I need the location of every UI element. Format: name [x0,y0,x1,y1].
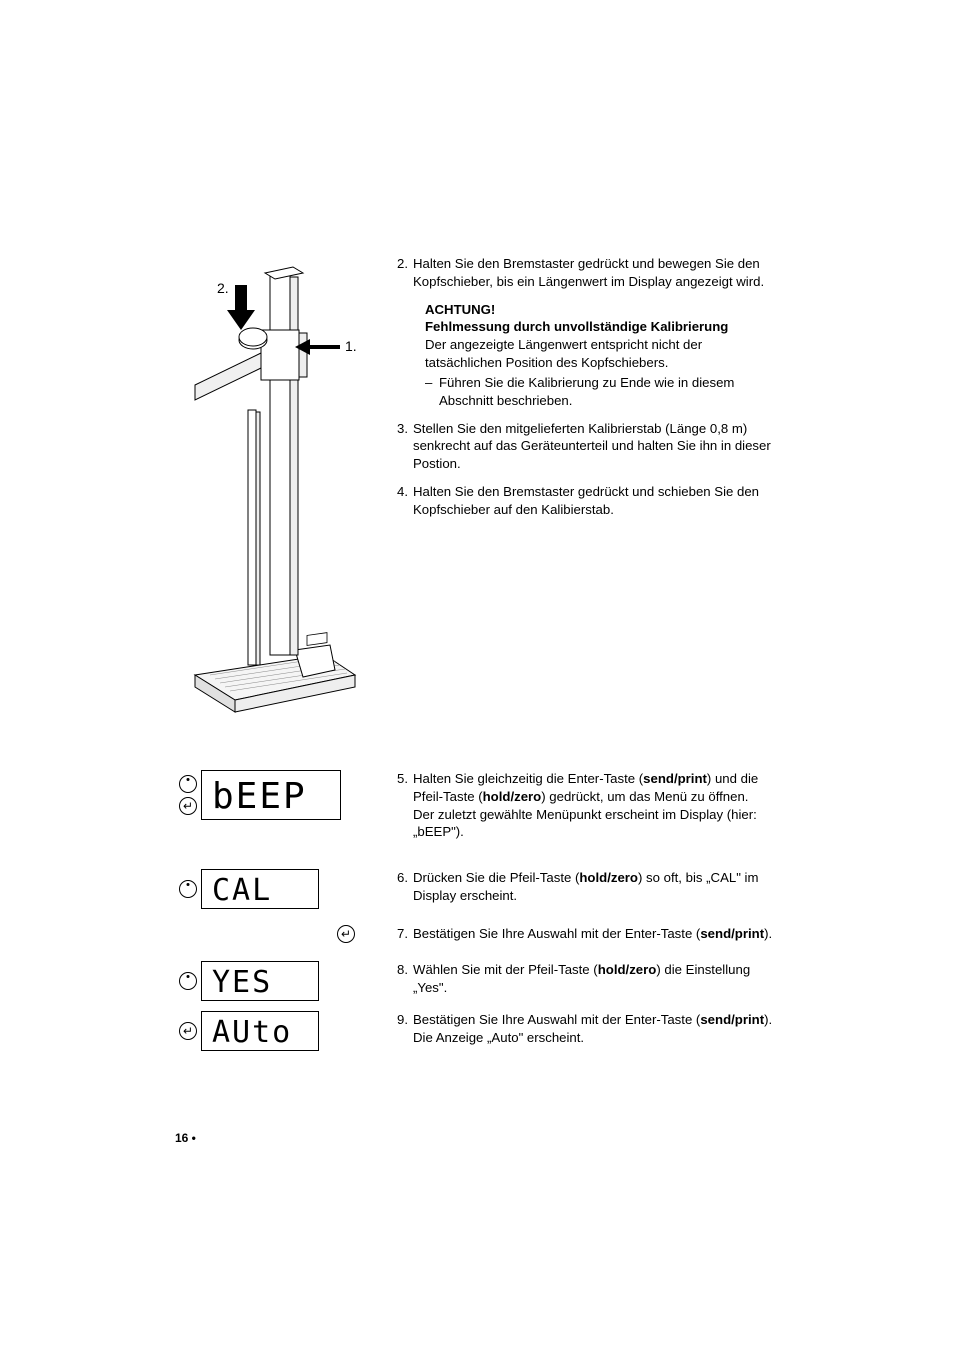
step-text: Drücken Sie die Pfeil-Taste (hold/zero) … [413,869,780,905]
lcd-display: AUto [201,1011,319,1051]
step-text: Stellen Sie den mitgelieferten Kalibrier… [413,420,780,473]
lcd-display: CAL [201,869,319,909]
t: send/print [700,1012,764,1027]
illustration-label-2: 2. [217,280,229,296]
step-number: 9. [395,1011,413,1047]
step-8: 8. Wählen Sie mit der Pfeil-Taste (hold/… [395,961,780,997]
lcd-col: YES [175,961,375,1007]
step-text: Bestätigen Sie Ihre Auswahl mit der Ente… [413,925,780,943]
lcd-text: CAL [212,873,272,908]
warning-subtitle: Fehlmessung durch unvollständige Kalibri… [425,318,780,336]
lcd-yes-row: YES [175,961,375,1001]
step-number: 3. [395,420,413,473]
step-number: 6. [395,869,413,905]
step-number: 7. [395,925,413,943]
arrow-key-icon [179,880,197,898]
row-cal: CAL 6. Drücken Sie die Pfeil-Taste (hold… [175,869,780,915]
spacer [175,915,780,925]
step-5: 5. Halten Sie gleichzeitig die Enter-Tas… [395,770,780,841]
t: Wählen Sie mit der Pfeil-Taste ( [413,962,598,977]
step-number: 8. [395,961,413,997]
step-text: Wählen Sie mit der Pfeil-Taste (hold/zer… [413,961,780,997]
t: Bestätigen Sie Ihre Auswahl mit der Ente… [413,926,700,941]
spacer [175,953,780,961]
enter-key-icon [179,1022,197,1040]
t: Bestätigen Sie Ihre Auswahl mit der Ente… [413,1012,700,1027]
top-section: 2. 1. 2. Halten Sie den Bremstaster gedr… [175,255,780,730]
warning-body: Der angezeigte Längenwert entspricht nic… [425,336,780,372]
step-5-col: 5. Halten Sie gleichzeitig die Enter-Tas… [395,770,780,851]
page-number: 16 • [175,1131,196,1145]
step-text: Halten Sie den Bremstaster gedrückt und … [413,255,780,291]
step-6-col: 6. Drücken Sie die Pfeil-Taste (hold/zer… [395,869,780,915]
step-4: 4. Halten Sie den Bremstaster gedrückt u… [395,483,780,519]
stadiometer-illustration: 2. 1. [175,255,375,725]
step-extra: Der zuletzt gewählte Menüpunkt erscheint… [413,806,780,842]
step-9-col: 9. Bestätigen Sie Ihre Auswahl mit der E… [395,1011,780,1057]
page-content: 2. 1. 2. Halten Sie den Bremstaster gedr… [175,255,780,1057]
top-text-col: 2. Halten Sie den Bremstaster gedrückt u… [395,255,780,730]
icon-stack [175,972,201,990]
enter-key-icon [337,925,355,943]
t: Halten Sie gleichzeitig die Enter-Taste … [413,771,643,786]
step-7: 7. Bestätigen Sie Ihre Auswahl mit der E… [395,925,780,943]
step-7-col: 7. Bestätigen Sie Ihre Auswahl mit der E… [395,925,780,953]
t: hold/zero [579,870,638,885]
icon-stack [175,1022,201,1040]
t: hold/zero [598,962,657,977]
row-auto: AUto 9. Bestätigen Sie Ihre Auswahl mit … [175,1011,780,1057]
step-2: 2. Halten Sie den Bremstaster gedrückt u… [395,255,780,291]
t: ). [764,926,772,941]
device-illustration-col: 2. 1. [175,255,375,730]
row-step7: 7. Bestätigen Sie Ihre Auswahl mit der E… [175,925,780,953]
lcd-col [175,925,375,943]
t: hold/zero [483,789,542,804]
t: send/print [700,926,764,941]
spacer [175,851,780,869]
lcd-display: bEEP [201,770,341,820]
warning-title: ACHTUNG! [425,301,780,319]
lcd-col: CAL [175,869,375,915]
step-8-col: 8. Wählen Sie mit der Pfeil-Taste (hold/… [395,961,780,1007]
step-number: 2. [395,255,413,291]
row-beep: bEEP 5. Halten Sie gleichzeitig die Ente… [175,770,780,851]
lcd-cal-row: CAL [175,869,375,909]
step-3: 3. Stellen Sie den mitgelieferten Kalibr… [395,420,780,473]
step-number: 5. [395,770,413,841]
lcd-auto-row: AUto [175,1011,375,1051]
warning-list-item: – Führen Sie die Kalibrierung zu Ende wi… [425,374,780,410]
icon-stack [175,775,201,815]
lcd-col: bEEP [175,770,375,826]
spacer [175,730,780,770]
step-text: Halten Sie gleichzeitig die Enter-Taste … [413,770,780,841]
warning-block: ACHTUNG! Fehlmessung durch unvollständig… [425,301,780,410]
illustration-label-1: 1. [345,338,357,354]
row-yes: YES 8. Wählen Sie mit der Pfeil-Taste (h… [175,961,780,1007]
t: send/print [643,771,707,786]
enter-key-icon [179,797,197,815]
t: ). [764,1012,772,1027]
step-6: 6. Drücken Sie die Pfeil-Taste (hold/zer… [395,869,780,905]
step-text: Bestätigen Sie Ihre Auswahl mit der Ente… [413,1011,780,1047]
lcd-beep-row: bEEP [175,770,375,820]
arrow-key-icon [179,972,197,990]
arrow-key-icon [179,775,197,793]
step-9: 9. Bestätigen Sie Ihre Auswahl mit der E… [395,1011,780,1047]
step-text: Halten Sie den Bremstaster gedrückt und … [413,483,780,519]
step-extra: Die Anzeige „Auto" erscheint. [413,1029,780,1047]
lcd-display: YES [201,961,319,1001]
lcd-text: YES [212,965,272,1000]
icon-stack [175,880,201,898]
t: Drücken Sie die Pfeil-Taste ( [413,870,579,885]
dash-bullet: – [425,374,439,410]
lcd-col: AUto [175,1011,375,1057]
t: ) gedrückt, um das Menü zu öffnen. [541,789,748,804]
lcd-text: AUto [212,1015,292,1050]
step-number: 4. [395,483,413,519]
lcd-text: bEEP [212,776,307,817]
warning-list: – Führen Sie die Kalibrierung zu Ende wi… [425,374,780,410]
warning-list-text: Führen Sie die Kalibrierung zu Ende wie … [439,374,780,410]
